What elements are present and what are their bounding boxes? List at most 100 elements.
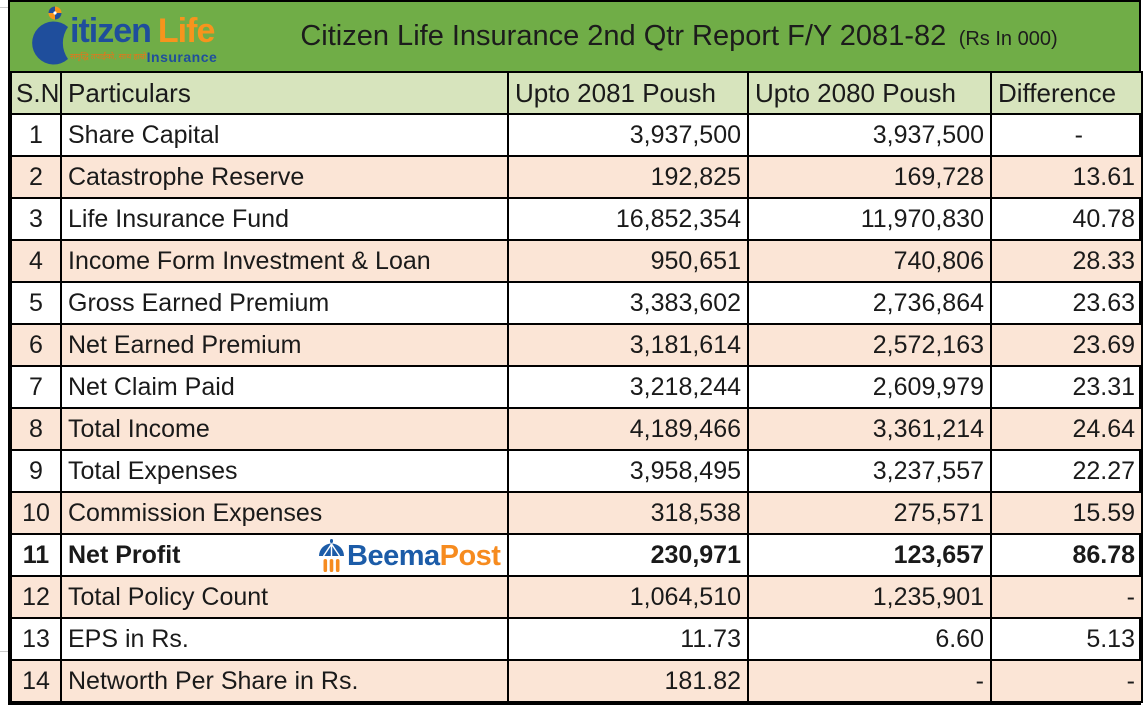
beema-umbrella-icon (319, 539, 344, 572)
cell-upto-2080: 2,736,864 (747, 281, 992, 325)
cell-particulars: Net Earned Premium (60, 323, 509, 367)
cell-upto-2081: 3,218,244 (507, 365, 749, 409)
cell-difference: 86.78 (990, 533, 1143, 577)
cell-particulars: Networth Per Share in Rs. (60, 659, 509, 703)
watermark-word-post: Post (439, 539, 501, 572)
table-row: 7 Net Claim Paid 3,218,244 2,609,979 23.… (10, 365, 1143, 409)
cell-upto-2081: 4,189,466 (507, 407, 749, 451)
cell-particulars: Total Income (60, 407, 509, 451)
cell-sn: 11 (10, 533, 62, 577)
cell-particulars: Life Insurance Fund (60, 197, 509, 241)
table-row: 6 Net Earned Premium 3,181,614 2,572,163… (10, 323, 1143, 367)
cell-upto-2081: 3,958,495 (507, 449, 749, 493)
col-header-particulars: Particulars (60, 71, 509, 115)
cell-upto-2080: 3,361,214 (747, 407, 992, 451)
logo-tagline: समृद्धि तपाईंको, साथ हाम्रो (70, 52, 147, 61)
cell-difference: 23.63 (990, 281, 1143, 325)
cell-upto-2080: 1,235,901 (747, 575, 992, 619)
cell-sn: 6 (10, 323, 62, 367)
logo-word-insurance: Insurance (146, 48, 218, 65)
col-header-upto-2081: Upto 2081 Poush (507, 71, 749, 115)
cell-upto-2080: 6.60 (747, 617, 992, 661)
cell-upto-2081: 16,852,354 (507, 197, 749, 241)
cell-upto-2080: 3,237,557 (747, 449, 992, 493)
table-row: 10 Commission Expenses 318,538 275,571 1… (10, 491, 1143, 535)
cell-difference: 15.59 (990, 491, 1143, 535)
cell-upto-2081: 3,937,500 (507, 113, 749, 157)
cell-particulars: Catastrophe Reserve (60, 155, 509, 199)
table-row: 2 Catastrophe Reserve 192,825 169,728 13… (10, 155, 1143, 199)
cell-upto-2080: 11,970,830 (747, 197, 992, 241)
cell-upto-2081: 950,651 (507, 239, 749, 283)
banner: itizen Life समृद्धि तपाईंको, साथ हाम्रो … (10, 2, 1139, 71)
cell-upto-2080: 2,609,979 (747, 365, 992, 409)
cell-sn: 12 (10, 575, 62, 619)
table-row: 9 Total Expenses 3,958,495 3,237,557 22.… (10, 449, 1143, 493)
report-table: S.N Particulars Upto 2081 Poush Upto 208… (10, 71, 1143, 703)
cell-upto-2081: 3,383,602 (507, 281, 749, 325)
cell-difference: - (990, 113, 1143, 157)
table-row-net-profit: 11 Net Profit Beema Post (10, 533, 1143, 577)
cell-upto-2081: 11.73 (507, 617, 749, 661)
cell-particulars: Total Policy Count (60, 575, 509, 619)
table-row: 5 Gross Earned Premium 3,383,602 2,736,8… (10, 281, 1143, 325)
cell-difference: - (990, 659, 1143, 703)
cell-upto-2081: 3,181,614 (507, 323, 749, 367)
cell-upto-2081: 1,064,510 (507, 575, 749, 619)
cell-sn: 4 (10, 239, 62, 283)
cell-difference: - (990, 575, 1143, 619)
cell-difference: 13.61 (990, 155, 1143, 199)
cell-upto-2080: - (747, 659, 992, 703)
cell-sn: 3 (10, 197, 62, 241)
cell-difference: 40.78 (990, 197, 1143, 241)
cell-upto-2080: 123,657 (747, 533, 992, 577)
table-row: 8 Total Income 4,189,466 3,361,214 24.64 (10, 407, 1143, 451)
cell-sn: 1 (10, 113, 62, 157)
cell-particulars: EPS in Rs. (60, 617, 509, 661)
watermark-word-beema: Beema (347, 539, 440, 572)
beemapost-watermark: Beema Post (318, 539, 501, 573)
cell-upto-2081: 192,825 (507, 155, 749, 199)
cell-particulars: Gross Earned Premium (60, 281, 509, 325)
table-row: 13 EPS in Rs. 11.73 6.60 5.13 (10, 617, 1143, 661)
table-row: 14 Networth Per Share in Rs. 181.82 - - (10, 659, 1143, 703)
header-row: S.N Particulars Upto 2081 Poush Upto 208… (10, 71, 1143, 115)
logo-word-itizen: itizen (70, 11, 152, 50)
cell-difference: 28.33 (990, 239, 1143, 283)
logo-word-life: Life (157, 11, 215, 50)
report-table-frame: itizen Life समृद्धि तपाईंको, साथ हाम्रो … (8, 0, 1143, 705)
cell-sn: 9 (10, 449, 62, 493)
cell-difference: 24.64 (990, 407, 1143, 451)
cell-upto-2080: 740,806 (747, 239, 992, 283)
cell-particulars: Total Expenses (60, 449, 509, 493)
cell-upto-2081: 318,538 (507, 491, 749, 535)
cell-sn: 8 (10, 407, 62, 451)
cell-upto-2080: 169,728 (747, 155, 992, 199)
col-header-sn: S.N (10, 71, 62, 115)
cell-sn: 5 (10, 281, 62, 325)
citizen-life-logo: itizen Life समृद्धि तपाईंको, साथ हाम्रो … (24, 6, 249, 68)
col-header-difference: Difference (990, 71, 1143, 115)
cell-difference: 23.69 (990, 323, 1143, 367)
cell-difference: 22.27 (990, 449, 1143, 493)
cell-particulars: Share Capital (60, 113, 509, 157)
citizen-crescent-icon (32, 6, 68, 64)
table-row: 4 Income Form Investment & Loan 950,651 … (10, 239, 1143, 283)
sheet-gridline (0, 651, 9, 652)
col-header-upto-2080: Upto 2080 Poush (747, 71, 992, 115)
table-row: 1 Share Capital 3,937,500 3,937,500 - (10, 113, 1143, 157)
cell-sn: 10 (10, 491, 62, 535)
net-profit-label: Net Profit (68, 540, 181, 569)
sheet-gridline (0, 7, 9, 8)
cell-particulars: Net Claim Paid (60, 365, 509, 409)
cell-difference: 23.31 (990, 365, 1143, 409)
table-row: 3 Life Insurance Fund 16,852,354 11,970,… (10, 197, 1143, 241)
cell-upto-2081: 230,971 (507, 533, 749, 577)
cell-upto-2080: 3,937,500 (747, 113, 992, 157)
report-title: Citizen Life Insurance 2nd Qtr Report F/… (300, 20, 947, 52)
cell-sn: 7 (10, 365, 62, 409)
cell-sn: 2 (10, 155, 62, 199)
cell-upto-2080: 275,571 (747, 491, 992, 535)
cell-difference: 5.13 (990, 617, 1143, 661)
cell-upto-2081: 181.82 (507, 659, 749, 703)
